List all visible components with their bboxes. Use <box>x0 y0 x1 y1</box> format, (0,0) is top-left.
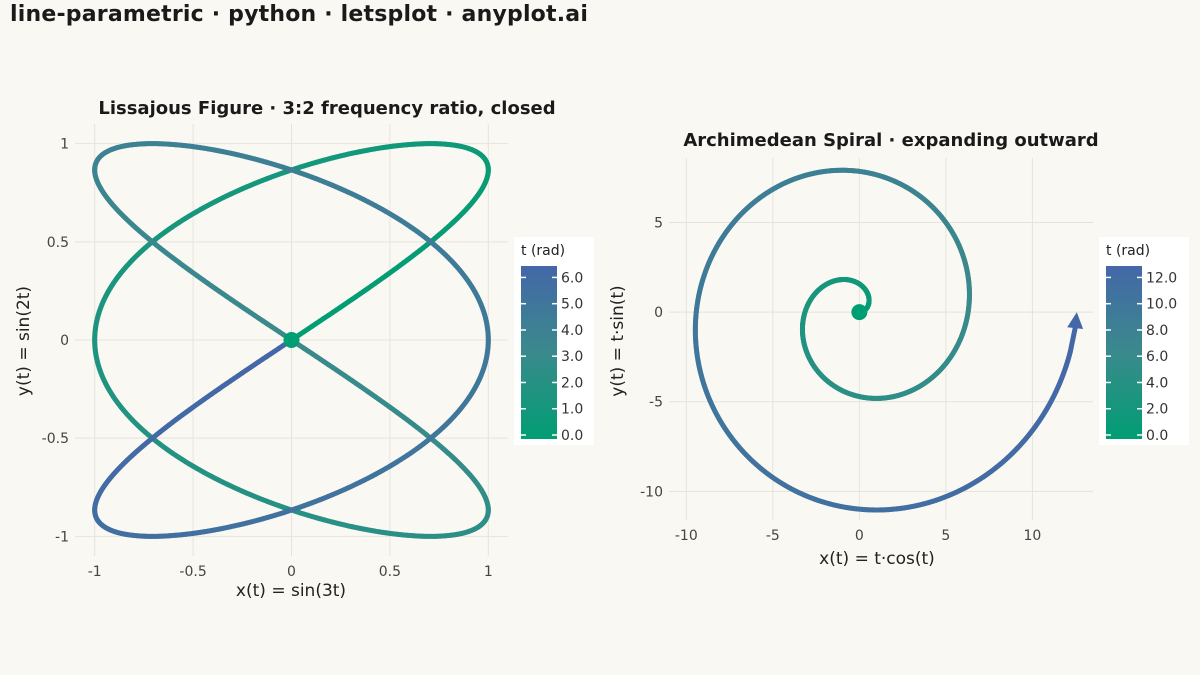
lissajous-x-tick-label: -1 <box>88 564 102 580</box>
spiral-legend-tick-label: 2.0 <box>1146 402 1168 418</box>
spiral-legend-tick-label: 6.0 <box>1146 349 1168 365</box>
spiral-y-tick-label: 5 <box>654 216 663 232</box>
lissajous-x-tick-label: 0.5 <box>379 564 401 580</box>
lissajous-legend-tick-label: 5.0 <box>561 297 583 313</box>
spiral-x-axis-label: x(t) = t·cos(t) <box>819 549 935 569</box>
spiral-y-ticks: -10 -5 0 5 <box>640 216 663 501</box>
spiral-legend-tick-label: 12.0 <box>1146 270 1177 286</box>
lissajous-y-tick-label: 0.5 <box>47 235 69 251</box>
spiral-legend-ticks: 0.0 2.0 4.0 6.0 8.0 10.0 12.0 <box>1106 270 1177 444</box>
lissajous-legend-tick-label: 3.0 <box>561 349 583 365</box>
spiral-x-tick-label: 0 <box>855 528 864 544</box>
spiral-x-ticks: -10 -5 0 5 10 <box>675 528 1041 544</box>
lissajous-panel: Lissajous Figure · 3:2 frequency ratio, … <box>14 98 594 601</box>
lissajous-markers <box>283 332 300 348</box>
lissajous-x-tick-label: -0.5 <box>179 564 206 580</box>
spiral-y-tick-label: -10 <box>640 484 663 500</box>
spiral-legend-tick-label: 4.0 <box>1146 375 1168 391</box>
lissajous-title: Lissajous Figure · 3:2 frequency ratio, … <box>98 98 555 119</box>
lissajous-legend-tick-label: 2.0 <box>561 375 583 391</box>
lissajous-y-tick-label: 1 <box>60 137 69 153</box>
spiral-y-tick-label: -5 <box>649 395 663 411</box>
spiral-legend-tick-label: 0.0 <box>1146 428 1168 444</box>
lissajous-y-tick-label: 0 <box>60 333 69 349</box>
spiral-y-tick-label: 0 <box>654 305 663 321</box>
spiral-x-tick-label: -5 <box>766 528 780 544</box>
spiral-start-marker <box>851 304 868 321</box>
lissajous-legend: t (rad) 0.0 1.0 2.0 3.0 4.0 5.0 6.0 <box>514 237 594 445</box>
spiral-title: Archimedean Spiral · expanding outward <box>683 130 1098 151</box>
spiral-curve <box>692 167 1078 513</box>
spiral-legend: t (rad) 0.0 2.0 4.0 6.0 8.0 10.0 12.0 <box>1099 237 1189 445</box>
spiral-panel: Archimedean Spiral · expanding outward -… <box>608 130 1189 569</box>
lissajous-legend-colorbar <box>521 266 557 439</box>
page-title: line-parametric · python · letsplot · an… <box>10 2 589 27</box>
lissajous-y-tick-label: -0.5 <box>42 431 69 447</box>
lissajous-x-tick-label: 0 <box>287 564 296 580</box>
spiral-legend-title: t (rad) <box>1106 243 1150 259</box>
spiral-y-axis-label: y(t) = t·sin(t) <box>608 285 628 396</box>
lissajous-legend-tick-label: 4.0 <box>561 323 583 339</box>
lissajous-y-axis-label: y(t) = sin(2t) <box>14 286 34 396</box>
lissajous-legend-tick-label: 1.0 <box>561 402 583 418</box>
spiral-markers <box>851 304 1084 329</box>
spiral-x-tick-label: 10 <box>1024 528 1042 544</box>
lissajous-x-axis-label: x(t) = sin(3t) <box>236 581 346 601</box>
spiral-end-arrow <box>1067 312 1084 329</box>
lissajous-legend-tick-label: 0.0 <box>561 428 583 444</box>
spiral-x-tick-label: 5 <box>941 528 950 544</box>
lissajous-legend-ticks: 0.0 1.0 2.0 3.0 4.0 5.0 6.0 <box>521 270 583 444</box>
spiral-legend-tick-label: 10.0 <box>1146 297 1177 313</box>
lissajous-y-tick-label: -1 <box>55 529 69 545</box>
lissajous-y-ticks: -1 -0.5 0 0.5 1 <box>42 137 69 546</box>
spiral-x-tick-label: -10 <box>675 528 698 544</box>
lissajous-x-ticks: -1 -0.5 0 0.5 1 <box>88 564 493 580</box>
lissajous-start-marker <box>283 332 300 348</box>
spiral-legend-tick-label: 8.0 <box>1146 323 1168 339</box>
spiral-legend-colorbar <box>1106 266 1142 439</box>
lissajous-curve <box>92 141 491 539</box>
lissajous-x-tick-label: 1 <box>484 564 493 580</box>
lissajous-legend-tick-label: 6.0 <box>561 270 583 286</box>
spiral-grid <box>669 158 1093 520</box>
lissajous-legend-title: t (rad) <box>521 243 565 259</box>
spiral-curve-segment <box>1067 325 1078 355</box>
